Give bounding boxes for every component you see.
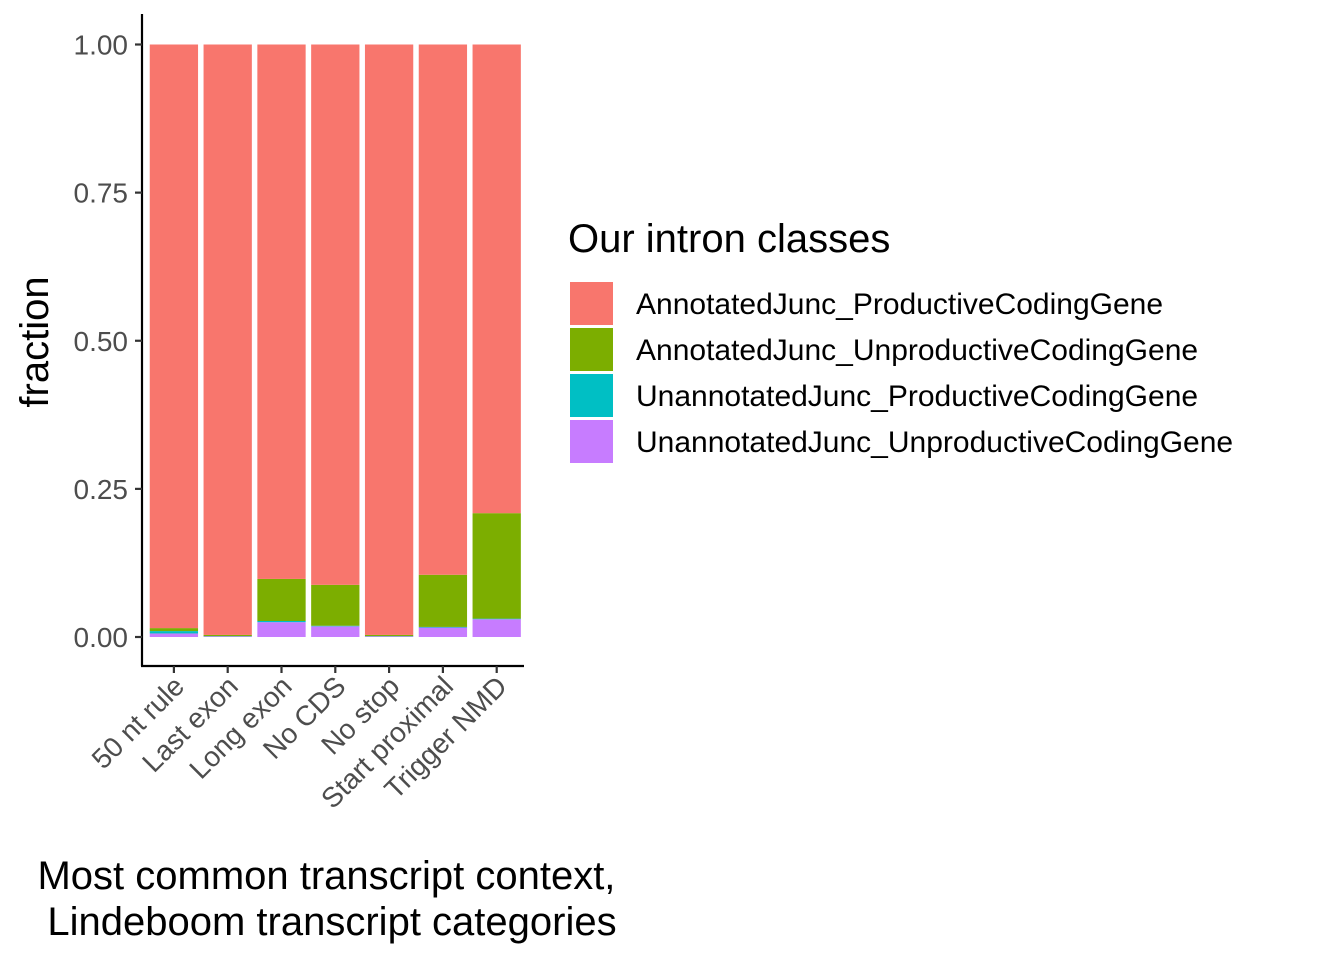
- bar-segment-50-nt-rule-unannotatedjunc-productivecodinggene: [149, 631, 199, 634]
- bar-segment-start-proximal-unannotatedjunc-unproductivecodinggene: [418, 627, 468, 637]
- bar-segment-long-exon-unannotatedjunc-productivecodinggene: [257, 621, 306, 623]
- bar-segment-last-exon-annotatedjunc-unproductivecodinggene: [203, 634, 252, 637]
- legend-swatch-annotatedjunc-productivecodinggene: [570, 282, 613, 325]
- bar-segment-trigger-nmd-unannotatedjunc-productivecodinggene: [472, 618, 521, 620]
- bar-segment-50-nt-rule-annotatedjunc-productivecodinggene: [149, 44, 199, 629]
- bar-segment-no-cds-unannotatedjunc-productivecodinggene: [311, 625, 360, 627]
- y-axis-title: fraction: [13, 276, 57, 407]
- bar-segment-start-proximal-annotatedjunc-unproductivecodinggene: [418, 574, 468, 627]
- x-axis-title-line-2: Lindeboom transcript categories: [47, 900, 616, 944]
- legend-title: Our intron classes: [568, 217, 890, 261]
- bar-segment-no-stop-annotatedjunc-productivecodinggene: [364, 44, 414, 635]
- legend-swatch-unannotatedjunc-unproductivecodinggene: [570, 420, 613, 463]
- x-axis-title: Most common transcript context, Lindeboo…: [37, 854, 626, 944]
- bar-segment-trigger-nmd-annotatedjunc-productivecodinggene: [472, 44, 521, 514]
- bar-segment-trigger-nmd-annotatedjunc-unproductivecodinggene: [472, 513, 521, 619]
- bar-segment-start-proximal-unannotatedjunc-productivecodinggene: [418, 626, 468, 628]
- legend-label-unannotatedjunc-unproductivecodinggene: UnannotatedJunc_UnproductiveCodingGene: [636, 426, 1233, 459]
- legend-swatch-annotatedjunc-unproductivecodinggene: [570, 328, 613, 371]
- bar-segment-no-cds-annotatedjunc-productivecodinggene: [311, 44, 360, 585]
- legend-label-annotatedjunc-productivecodinggene: AnnotatedJunc_ProductiveCodingGene: [636, 288, 1163, 321]
- legend: Our intron classes AnnotatedJunc_Product…: [568, 217, 1233, 463]
- bar-segment-no-stop-annotatedjunc-unproductivecodinggene: [364, 634, 414, 637]
- bar-segment-start-proximal-annotatedjunc-productivecodinggene: [418, 44, 468, 575]
- bar-segment-no-stop-unannotatedjunc-unproductivecodinggene: [364, 636, 414, 637]
- legend-label-unannotatedjunc-productivecodinggene: UnannotatedJunc_ProductiveCodingGene: [636, 380, 1198, 413]
- legend-label-annotatedjunc-unproductivecodinggene: AnnotatedJunc_UnproductiveCodingGene: [636, 334, 1198, 367]
- bar-segment-long-exon-annotatedjunc-unproductivecodinggene: [257, 578, 306, 621]
- y-tick-label-2: 0.50: [74, 326, 129, 357]
- bar-segment-long-exon-annotatedjunc-productivecodinggene: [257, 44, 306, 579]
- bars-group: [149, 44, 521, 637]
- bar-segment-50-nt-rule-annotatedjunc-unproductivecodinggene: [149, 628, 199, 632]
- bar-segment-last-exon-annotatedjunc-productivecodinggene: [203, 44, 252, 635]
- legend-swatch-unannotatedjunc-productivecodinggene: [570, 374, 613, 417]
- y-tick-label-0: 0.00: [74, 622, 129, 653]
- x-axis-title-line-1: Most common transcript context,: [37, 854, 615, 898]
- bar-segment-last-exon-unannotatedjunc-unproductivecodinggene: [203, 636, 252, 637]
- bar-segment-long-exon-unannotatedjunc-unproductivecodinggene: [257, 622, 306, 637]
- y-tick-label-4: 1.00: [74, 30, 129, 61]
- bar-segment-no-cds-unannotatedjunc-unproductivecodinggene: [311, 626, 360, 637]
- bar-segment-trigger-nmd-unannotatedjunc-unproductivecodinggene: [472, 619, 521, 637]
- bar-segment-50-nt-rule-unannotatedjunc-unproductivecodinggene: [149, 633, 199, 637]
- bar-segment-no-cds-annotatedjunc-unproductivecodinggene: [311, 584, 360, 626]
- y-ticks-group: 0.00 0.25 0.50 0.75 1.00: [74, 30, 142, 653]
- y-tick-label-3: 0.75: [74, 178, 129, 209]
- y-tick-label-1: 0.25: [74, 474, 129, 505]
